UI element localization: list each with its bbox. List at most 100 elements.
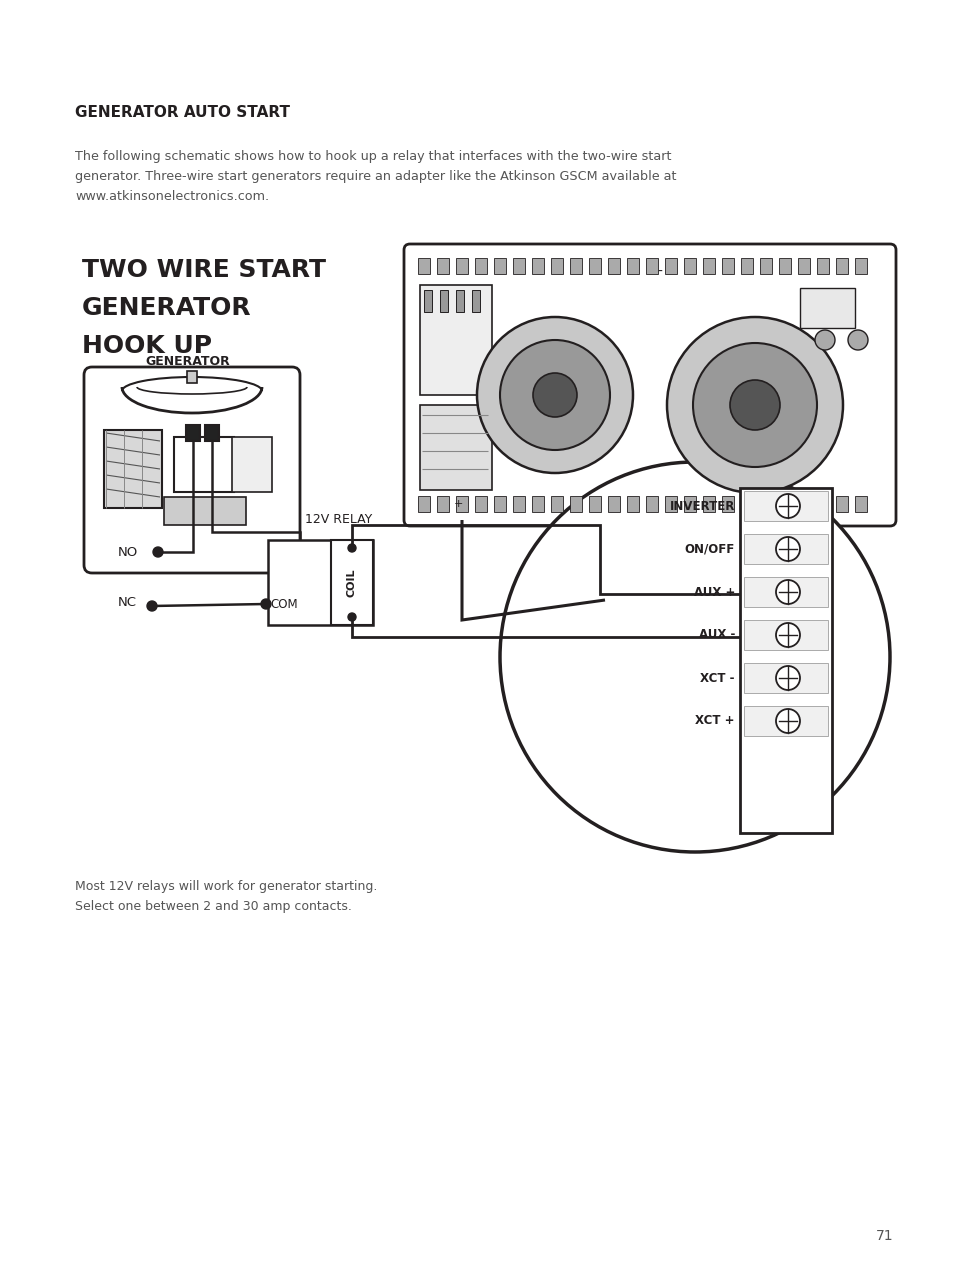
Bar: [456, 496, 468, 513]
Bar: [588, 496, 600, 513]
FancyBboxPatch shape: [84, 368, 299, 572]
Bar: [494, 258, 505, 273]
Bar: [816, 258, 828, 273]
Text: Select one between 2 and 30 amp contacts.: Select one between 2 and 30 amp contacts…: [75, 901, 352, 913]
Circle shape: [533, 373, 577, 417]
Bar: [456, 290, 463, 312]
Circle shape: [152, 547, 163, 557]
Bar: [797, 496, 809, 513]
Bar: [419, 285, 492, 396]
Bar: [835, 496, 847, 513]
Text: 12V RELAY: 12V RELAY: [305, 513, 372, 527]
Circle shape: [666, 317, 842, 494]
Text: AUX -: AUX -: [698, 628, 734, 641]
Bar: [779, 496, 790, 513]
Text: The following schematic shows how to hook up a relay that interfaces with the tw: The following schematic shows how to hoo…: [75, 150, 671, 163]
Bar: [645, 496, 658, 513]
Text: GENERATOR AUTO START: GENERATOR AUTO START: [75, 106, 290, 120]
Circle shape: [348, 544, 355, 552]
Text: NO: NO: [118, 546, 138, 558]
Bar: [702, 496, 714, 513]
Text: ON/OFF: ON/OFF: [684, 542, 734, 556]
Bar: [664, 258, 677, 273]
Bar: [854, 496, 866, 513]
Bar: [104, 430, 162, 508]
Bar: [232, 438, 272, 492]
Bar: [205, 425, 219, 441]
Circle shape: [775, 580, 800, 604]
Bar: [187, 371, 196, 383]
Circle shape: [499, 462, 889, 852]
Bar: [436, 496, 449, 513]
Bar: [760, 496, 771, 513]
Bar: [607, 258, 619, 273]
Bar: [513, 496, 524, 513]
Bar: [268, 541, 373, 625]
Circle shape: [814, 329, 834, 350]
Text: GENERATOR: GENERATOR: [82, 296, 252, 321]
Bar: [721, 258, 733, 273]
Circle shape: [729, 380, 780, 430]
Text: 71: 71: [875, 1229, 893, 1243]
Bar: [331, 541, 373, 625]
Bar: [702, 258, 714, 273]
Bar: [683, 258, 696, 273]
Bar: [607, 496, 619, 513]
Bar: [683, 496, 696, 513]
Circle shape: [499, 340, 609, 450]
FancyBboxPatch shape: [403, 244, 895, 527]
Bar: [816, 496, 828, 513]
Bar: [417, 496, 430, 513]
Circle shape: [261, 599, 271, 609]
Text: NC: NC: [118, 595, 137, 608]
Bar: [494, 496, 505, 513]
Text: COM: COM: [270, 598, 297, 611]
Text: generator. Three-wire start generators require an adapter like the Atkinson GSCM: generator. Three-wire start generators r…: [75, 170, 676, 183]
Text: GENERATOR: GENERATOR: [146, 355, 230, 368]
Bar: [475, 258, 486, 273]
Bar: [513, 258, 524, 273]
Text: XCT -: XCT -: [700, 672, 734, 684]
Text: AUX +: AUX +: [693, 585, 734, 599]
Text: INVERTER: INVERTER: [669, 500, 734, 513]
Bar: [164, 497, 246, 525]
Circle shape: [348, 613, 355, 621]
Circle shape: [775, 709, 800, 733]
Bar: [743, 491, 827, 522]
Bar: [664, 496, 677, 513]
Bar: [854, 258, 866, 273]
Bar: [760, 258, 771, 273]
Bar: [800, 287, 854, 328]
Bar: [645, 258, 658, 273]
Text: +: +: [453, 499, 462, 509]
Circle shape: [775, 537, 800, 561]
Bar: [721, 496, 733, 513]
Bar: [173, 438, 233, 492]
Bar: [456, 258, 468, 273]
Circle shape: [775, 667, 800, 689]
Text: COIL: COIL: [347, 569, 356, 597]
Bar: [743, 619, 827, 650]
Bar: [423, 290, 432, 312]
Circle shape: [775, 623, 800, 647]
Bar: [743, 534, 827, 563]
Bar: [417, 258, 430, 273]
Circle shape: [775, 494, 800, 518]
Bar: [835, 258, 847, 273]
Bar: [740, 496, 752, 513]
Bar: [626, 258, 639, 273]
Bar: [779, 258, 790, 273]
Bar: [472, 290, 479, 312]
Bar: [551, 258, 562, 273]
Bar: [626, 496, 639, 513]
Bar: [740, 488, 831, 833]
Bar: [439, 290, 448, 312]
Bar: [743, 706, 827, 736]
Text: Most 12V relays will work for generator starting.: Most 12V relays will work for generator …: [75, 880, 377, 893]
Text: TWO WIRE START: TWO WIRE START: [82, 258, 326, 282]
Bar: [419, 404, 492, 490]
Bar: [797, 258, 809, 273]
Bar: [475, 496, 486, 513]
Bar: [436, 258, 449, 273]
Bar: [186, 425, 200, 441]
